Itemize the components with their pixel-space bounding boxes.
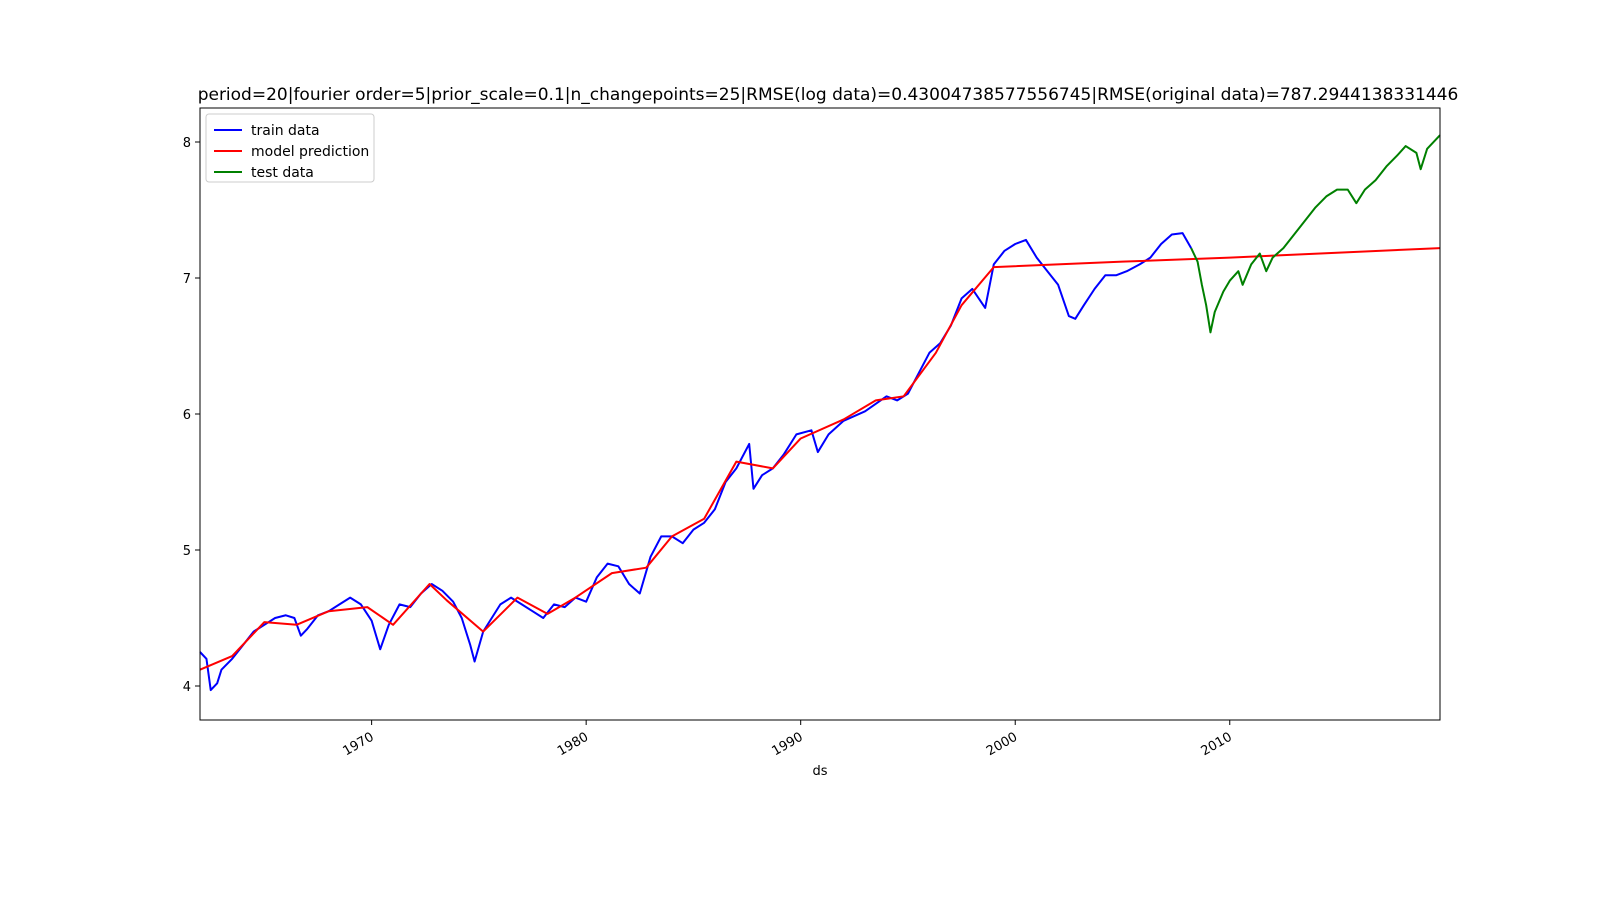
y-tick-label: 7 (183, 272, 191, 287)
legend: train data model prediction test data (205, 113, 375, 183)
series-line-0 (199, 232, 1193, 692)
y-tick-label: 8 (183, 136, 191, 151)
legend-label-1: model prediction (251, 144, 369, 160)
x-axis-label: ds (812, 764, 827, 779)
series-line-1 (199, 247, 1441, 671)
y-tick-label: 5 (183, 544, 191, 559)
legend-box (205, 113, 375, 183)
legend-label-0: train data (251, 123, 320, 139)
legend-label-2: test data (251, 165, 314, 181)
series-line-2 (1190, 134, 1441, 334)
y-tick-label: 6 (183, 408, 191, 423)
y-tick-label: 4 (183, 680, 191, 695)
chart-title: period=20|fourier order=5|prior_scale=0.… (198, 85, 1459, 105)
series-layer (199, 134, 1441, 692)
y-axis: 4 5 6 7 8 (183, 136, 200, 695)
